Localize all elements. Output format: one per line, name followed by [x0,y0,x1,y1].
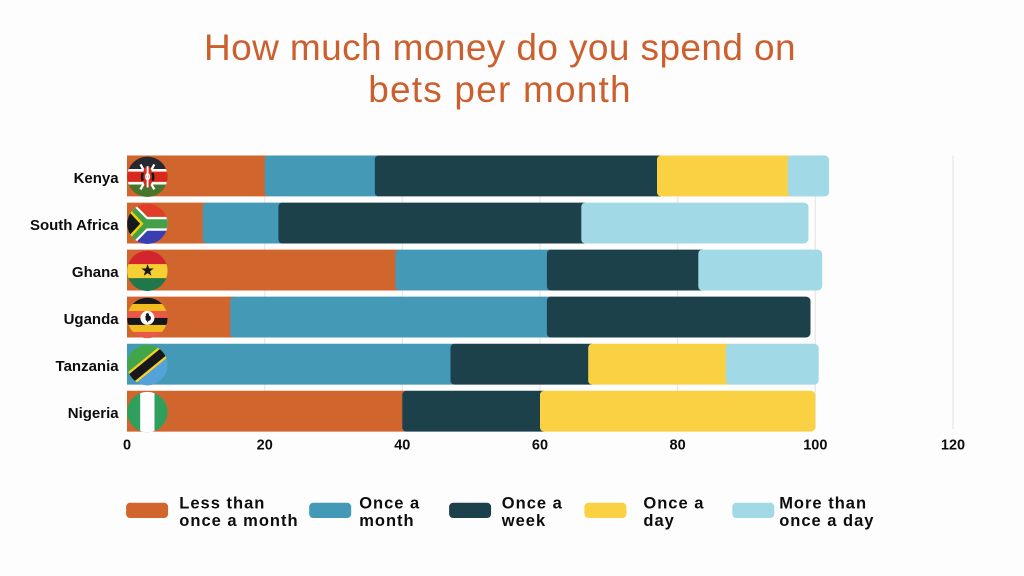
svg-text:Uganda: Uganda [64,311,120,328]
svg-text:Once a: Once a [502,495,563,513]
svg-text:120: 120 [941,437,965,453]
svg-text:How much money do you spend on: How much money do you spend on [204,27,796,68]
svg-text:month: month [359,512,414,530]
svg-text:once a month: once a month [179,512,298,530]
svg-text:Kenya: Kenya [74,170,120,187]
svg-text:0: 0 [123,437,131,453]
svg-text:Nigeria: Nigeria [68,405,120,422]
svg-text:80: 80 [670,437,686,453]
svg-text:Ghana: Ghana [72,264,119,281]
svg-text:once a day: once a day [779,512,874,530]
svg-text:100: 100 [803,437,827,453]
svg-text:Tanzania: Tanzania [56,358,120,375]
svg-text:Once a: Once a [359,495,420,513]
svg-text:60: 60 [532,437,548,453]
svg-text:day: day [643,512,674,530]
svg-text:South Africa: South Africa [30,217,119,234]
svg-text:40: 40 [394,437,410,453]
svg-text:20: 20 [257,437,273,453]
svg-text:week: week [501,512,546,530]
svg-text:Once a: Once a [643,495,704,513]
svg-text:More than: More than [779,495,867,513]
svg-text:Less than: Less than [179,495,265,513]
svg-text:bets per month: bets per month [368,69,632,110]
